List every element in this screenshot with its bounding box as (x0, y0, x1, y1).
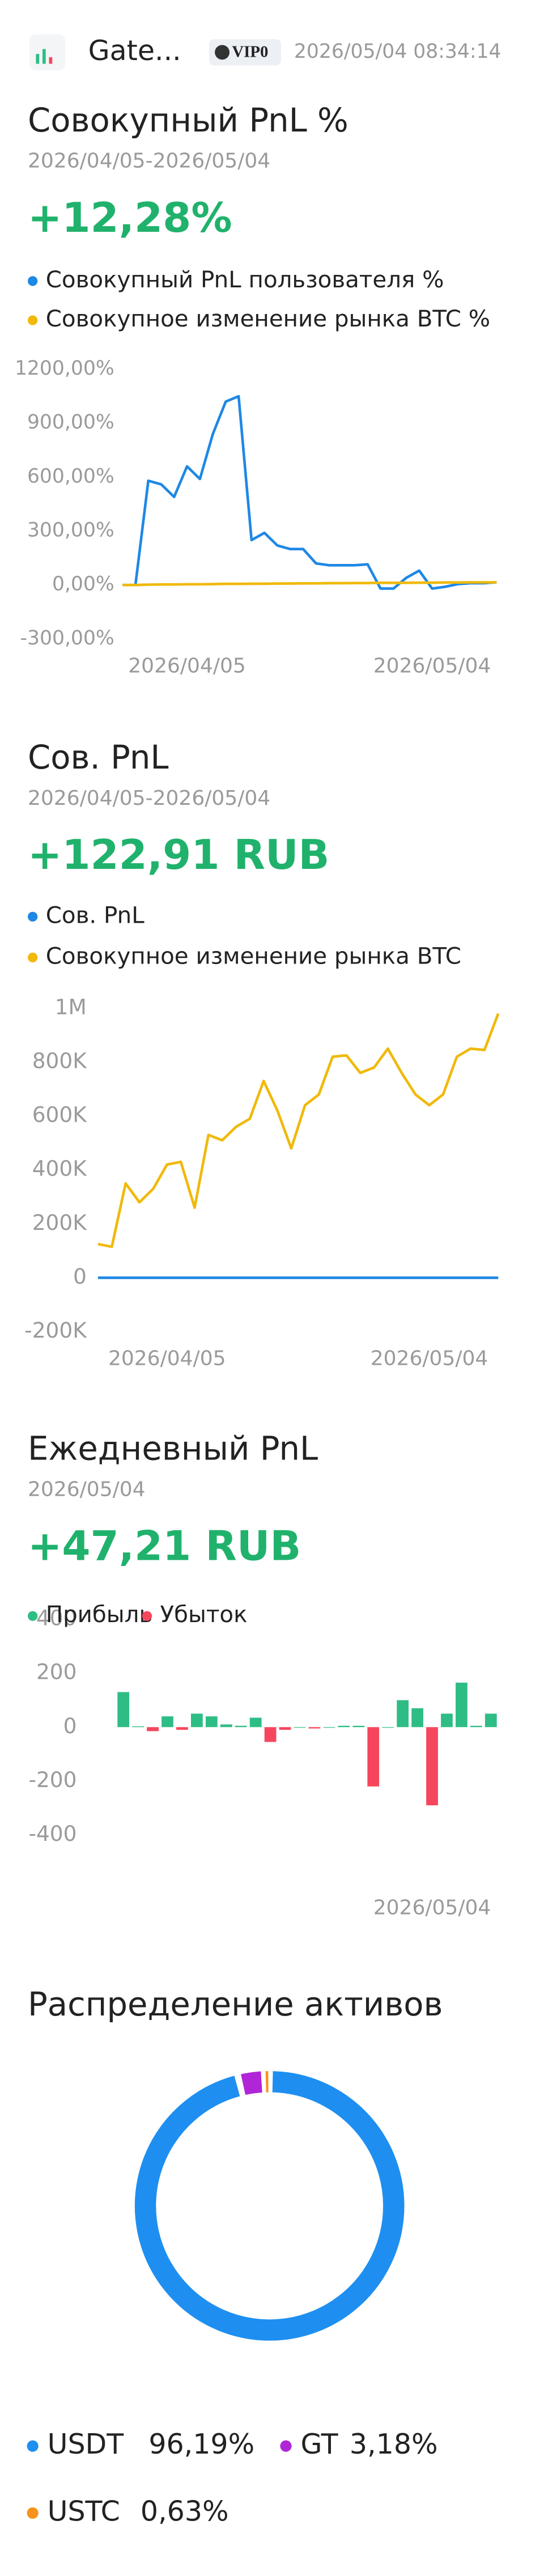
legend-marker (27, 2507, 39, 2519)
y-tick-label: 300,00% (27, 519, 114, 542)
y-tick-label: 0 (63, 1713, 77, 1738)
bar (249, 1717, 262, 1728)
section-title: Сов. PnL (28, 738, 169, 776)
y-tick-label: 600,00% (27, 465, 114, 487)
x-tick-label: 2026/05/04 (371, 1347, 488, 1370)
legend-label[interactable]: Прибыль (46, 1601, 153, 1628)
donut-segment (134, 2071, 405, 2341)
x-tick-label: 2026/04/05 (128, 654, 246, 677)
value-label: 3,18% (350, 2428, 438, 2460)
bar (426, 1727, 438, 1806)
legend-marker (28, 315, 38, 325)
bar (162, 1716, 173, 1728)
section-title: Ежедневный PnL (28, 1429, 318, 1468)
bar (220, 1724, 232, 1728)
legend-marker (28, 276, 38, 286)
bar (470, 1725, 482, 1728)
bar (323, 1727, 335, 1728)
bar (352, 1725, 365, 1728)
y-tick-label: -200K (24, 1318, 87, 1343)
legend-label[interactable]: Сов. PnL (46, 902, 145, 928)
date-range: 2026/04/05-2026/05/04 (28, 787, 270, 810)
legend-marker (27, 2440, 39, 2452)
legend-label[interactable]: Совокупное изменение рынка BTC (46, 943, 461, 969)
legend-label[interactable]: GT (300, 2428, 338, 2460)
y-tick-label: -300,00% (20, 627, 114, 650)
x-tick-label: 2026/05/04 (373, 1896, 491, 1919)
bar (456, 1682, 468, 1728)
bar (484, 1713, 497, 1728)
bar (132, 1726, 144, 1728)
y-tick-label: 800K (32, 1048, 88, 1073)
legend-marker (28, 952, 38, 963)
x-tick-label: 2026/04/05 (108, 1347, 226, 1370)
legend-label[interactable]: Убыток (160, 1601, 248, 1628)
y-tick-label: 400K (32, 1156, 88, 1181)
bar (205, 1716, 218, 1728)
bar (191, 1713, 203, 1728)
date-range: 2026/05/04 (28, 1478, 146, 1501)
vip-badge[interactable]: VIP0 (209, 39, 281, 66)
value-label: 0,63% (141, 2495, 229, 2527)
value-label: 96,19% (148, 2428, 254, 2460)
legend-marker (28, 911, 38, 922)
y-tick-label: -400 (28, 1821, 76, 1846)
bar (308, 1727, 321, 1729)
app-name[interactable]: Gate... (88, 35, 181, 67)
headline-value: +12,28% (28, 194, 232, 241)
bar (264, 1727, 277, 1742)
bar (411, 1708, 423, 1728)
legend-marker (28, 1611, 38, 1621)
donut-segment (241, 2071, 263, 2095)
legend-marker (280, 2440, 292, 2452)
bar (294, 1727, 306, 1728)
y-tick-label: 400 (36, 1606, 77, 1631)
bar (338, 1725, 350, 1728)
line-series (122, 394, 497, 590)
bar (382, 1727, 394, 1728)
y-tick-label: -200 (28, 1767, 76, 1792)
bar (397, 1700, 409, 1728)
line-series (97, 1013, 500, 1249)
headline-value: +47,21 RUB (28, 1522, 301, 1570)
bar (367, 1727, 380, 1786)
x-tick-label: 2026/05/04 (373, 654, 491, 677)
bar (279, 1727, 291, 1730)
y-tick-label: 200K (32, 1210, 88, 1235)
y-tick-label: 0,00% (52, 573, 114, 596)
legend-label[interactable]: Совокупный PnL пользователя % (46, 266, 444, 293)
bar (235, 1725, 247, 1728)
bar (117, 1692, 130, 1728)
line-series (122, 581, 497, 587)
legend-label[interactable]: Совокупное изменение рынка BTC % (46, 305, 490, 332)
bar (441, 1713, 453, 1728)
section-title: Распределение активов (28, 1985, 443, 2023)
y-tick-label: 600K (32, 1102, 88, 1127)
bar (176, 1727, 188, 1730)
date-range: 2026/04/05-2026/05/04 (28, 149, 270, 172)
headline-value: +122,91 RUB (28, 831, 329, 879)
bar (147, 1727, 159, 1732)
y-tick-label: 1200,00% (15, 357, 114, 380)
legend-label[interactable]: USTC (48, 2495, 120, 2527)
timestamp: 2026/05/04 08:34:14 (294, 40, 502, 63)
y-tick-label: 0 (73, 1264, 87, 1289)
section-title: Совокупный PnL % (28, 101, 348, 139)
legend-label[interactable]: USDT (48, 2428, 125, 2460)
y-tick-label: 900,00% (27, 411, 114, 434)
legend-marker (142, 1611, 152, 1621)
y-tick-label: 200 (36, 1660, 77, 1684)
app-logo (29, 34, 66, 71)
y-tick-label: 1M (55, 994, 87, 1019)
vip-label: VIP0 (232, 43, 268, 61)
